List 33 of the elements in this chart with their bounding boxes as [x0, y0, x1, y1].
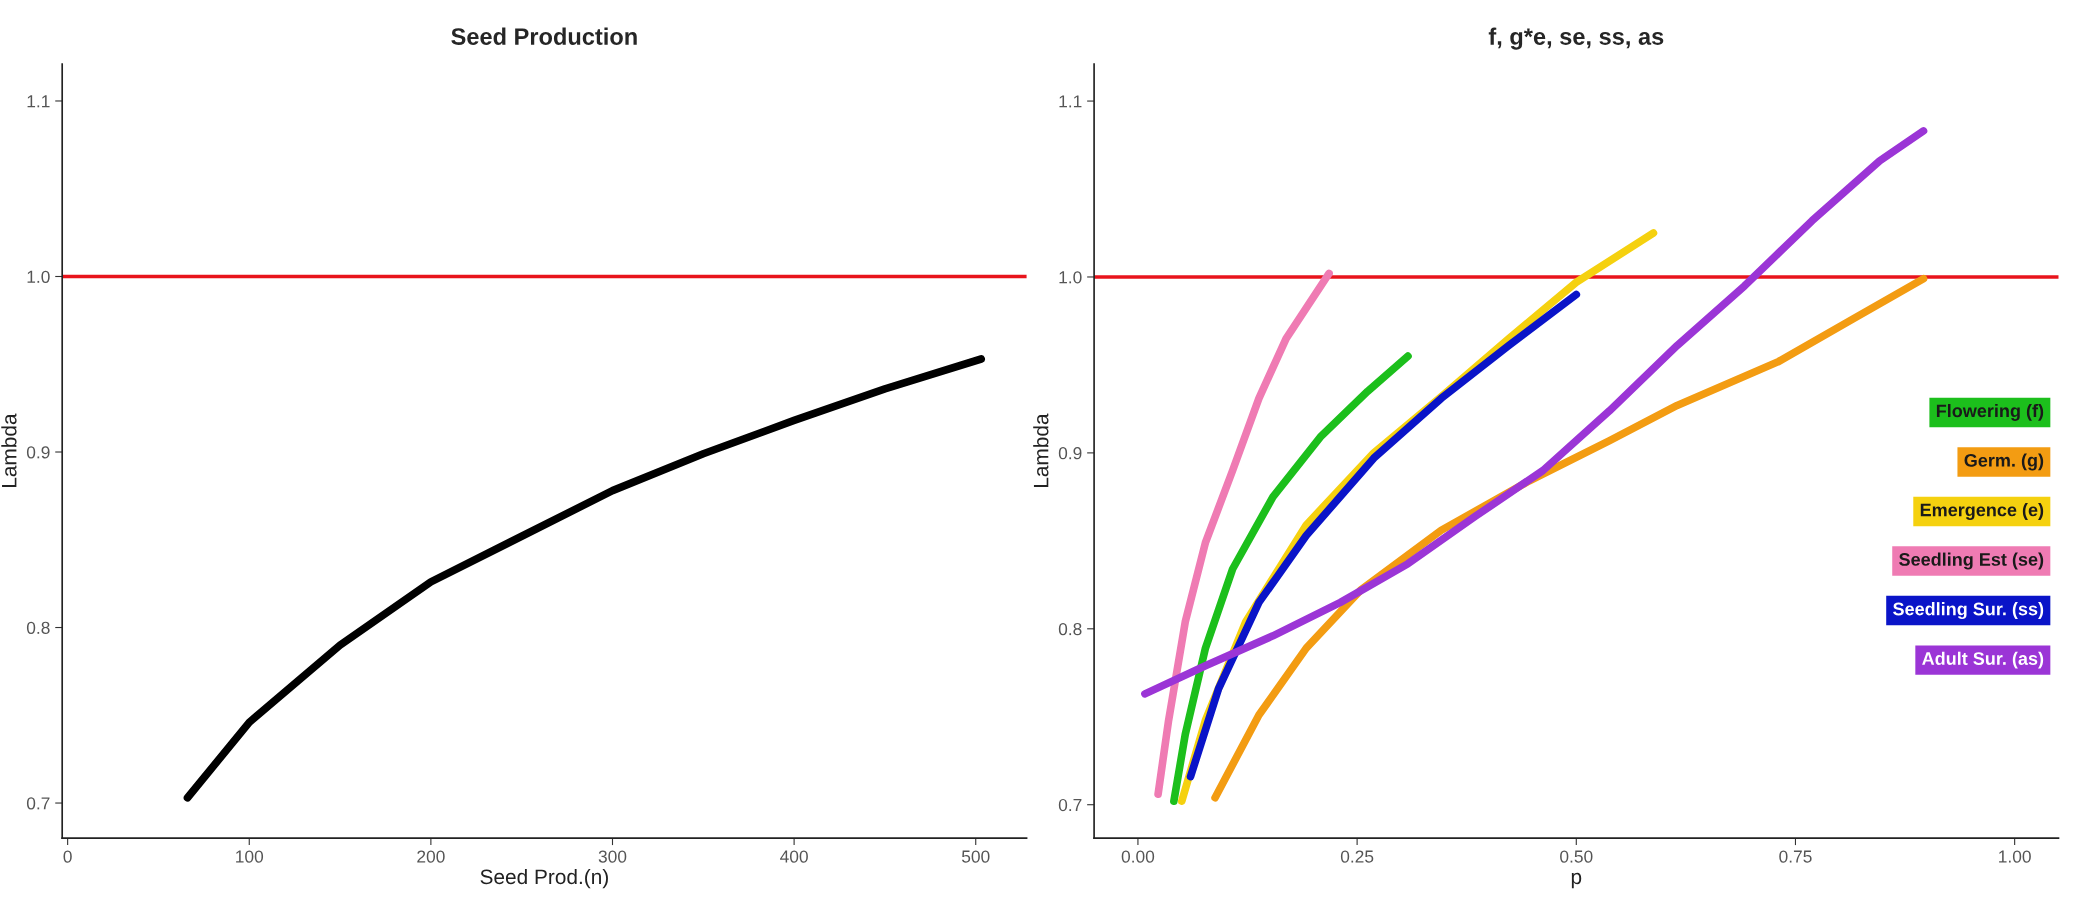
- y-tick-label: 0.7: [26, 797, 50, 810]
- x-tick-label: 0.50: [1560, 850, 1593, 863]
- text: Seedling Sur. (ss): [1893, 602, 2044, 620]
- x-tick-label: 0: [63, 850, 72, 863]
- y-tick-label: 1.1: [27, 95, 50, 108]
- y-tick-label: 0.7: [1058, 798, 1082, 812]
- chart-title: f, g*e, se, ss, as: [1488, 27, 1664, 50]
- x-tick-label: 200: [417, 850, 445, 863]
- y-tick-label: 1.1: [1059, 95, 1082, 108]
- text: Emergence (e): [1920, 503, 2044, 520]
- x-tick-label: 500: [961, 850, 990, 863]
- y-tick-label: 0.9: [1058, 447, 1082, 460]
- x-tick-label: 1.00: [1999, 850, 2031, 863]
- x-tick-label: 0.75: [1779, 850, 1812, 863]
- chart-title: Seed Production: [451, 27, 637, 45]
- x-tick-label: 400: [780, 850, 808, 863]
- y-axis-title: Lambda: [1, 413, 17, 488]
- x-tick-label: 0.00: [1121, 850, 1155, 863]
- y-tick-label: 0.9: [26, 446, 50, 459]
- y-tick-label: 0.8: [26, 621, 50, 634]
- y-tick-label: 1.0: [27, 270, 50, 283]
- text: Germ. (g): [1964, 453, 2044, 471]
- x-tick-label: 0.25: [1340, 850, 1374, 863]
- y-tick-label: 1.0: [1059, 271, 1082, 284]
- x-axis-title: Seed Prod.(n): [480, 868, 608, 889]
- text: Adult Sur. (as): [1922, 651, 2044, 669]
- x-tick-label: 300: [598, 850, 627, 863]
- y-tick-label: 0.8: [1058, 622, 1082, 636]
- text: Seedling Est (se): [1899, 552, 2044, 570]
- y-axis-title: Lambda: [1033, 413, 1049, 488]
- x-tick-label: 100: [236, 850, 264, 863]
- x-axis-title: p: [1571, 872, 1582, 889]
- text: Flowering (f): [1936, 403, 2044, 421]
